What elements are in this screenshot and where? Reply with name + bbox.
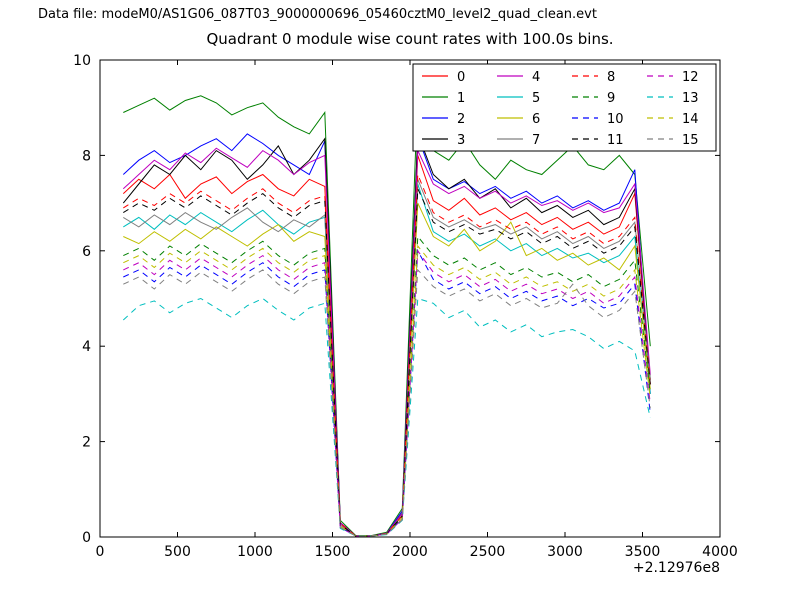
legend-label-9: 9: [607, 91, 615, 106]
y-tick-label: 4: [82, 339, 91, 355]
legend-label-13: 13: [682, 91, 699, 106]
legend-box: [412, 63, 717, 152]
legend-label-5: 5: [532, 91, 540, 106]
legend-label-2: 2: [457, 112, 465, 127]
legend-label-3: 3: [457, 133, 465, 148]
legend-label-14: 14: [682, 112, 699, 127]
x-tick-label: 2500: [470, 544, 506, 560]
legend-label-8: 8: [607, 70, 615, 85]
x-tick-label: 3500: [625, 544, 661, 560]
series-1-line: [123, 90, 651, 537]
x-tick-label: 500: [164, 544, 191, 560]
plot-title: Quadrant 0 module wise count rates with …: [206, 30, 614, 48]
y-tick-label: 0: [82, 530, 91, 546]
legend-label-4: 4: [532, 70, 540, 85]
series-15-line: [123, 268, 651, 537]
series-12-line: [123, 249, 651, 537]
x-tick-label: 0: [96, 544, 105, 560]
x-tick-label: 4000: [702, 544, 738, 560]
legend-label-1: 1: [457, 91, 465, 106]
x-tick-label: 2000: [392, 544, 428, 560]
legend-label-12: 12: [682, 70, 699, 85]
legend-label-0: 0: [457, 70, 465, 85]
legend-label-7: 7: [532, 133, 540, 148]
y-tick-label: 8: [82, 148, 91, 164]
legend-label-10: 10: [607, 112, 624, 127]
x-axis-offset-label: +2.12976e8: [632, 560, 720, 576]
legend-label-15: 15: [682, 133, 699, 148]
legend-label-6: 6: [532, 112, 540, 127]
legend-label-11: 11: [607, 133, 624, 148]
y-tick-label: 10: [73, 53, 91, 69]
y-tick-label: 6: [82, 244, 91, 260]
data-file-label: Data file: modeM0/AS1G06_087T03_90000006…: [38, 7, 597, 22]
x-tick-label: 3000: [547, 544, 583, 560]
x-tick-label: 1500: [315, 544, 351, 560]
y-tick-label: 2: [82, 435, 91, 451]
x-tick-label: 1000: [237, 544, 273, 560]
